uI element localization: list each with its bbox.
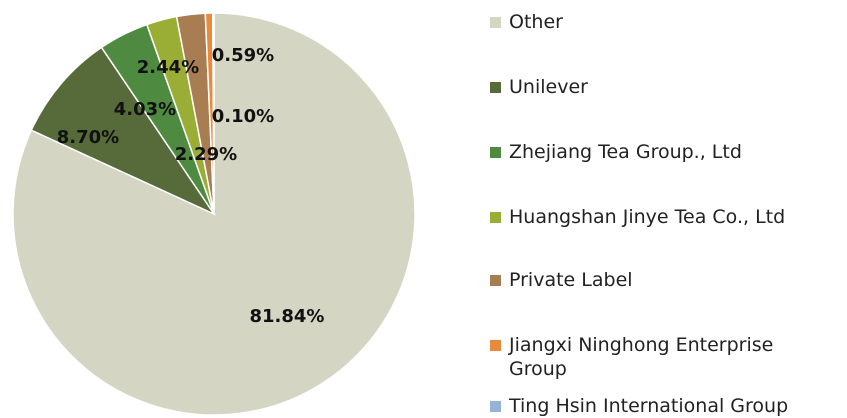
data-label: 0.10% (212, 106, 274, 127)
legend-label: Jiangxi Ninghong Enterprise Group (509, 334, 774, 380)
pie-slice (211, 12, 215, 215)
legend-label: Zhejiang Tea Group., Ltd (509, 141, 742, 163)
legend-swatch (490, 275, 501, 286)
legend-swatch (490, 212, 501, 223)
pie-slice (30, 46, 217, 216)
legend-label: Unilever (509, 76, 588, 98)
pie-area: 81.84% 8.70% 4.03% 2.44% 2.29% 0.59% 0.10% (12, 12, 416, 416)
legend-item: Other (490, 10, 563, 34)
legend-item: Zhejiang Tea Group., Ltd (490, 140, 742, 164)
legend-label: Huangshan Jinye Tea Co., Ltd (509, 206, 786, 228)
data-label: 4.03% (114, 99, 176, 120)
legend-item: Private Label (490, 268, 633, 292)
legend-swatch (490, 82, 501, 93)
data-label: 0.59% (212, 45, 274, 66)
data-label: 8.70% (57, 127, 119, 148)
legend-swatch (490, 340, 501, 351)
data-label: 2.29% (175, 144, 237, 165)
legend-label: Other (509, 11, 563, 33)
legend-item: Ting Hsin International Group (490, 394, 788, 418)
legend-item: Jiangxi Ninghong Enterprise Group (490, 333, 810, 381)
legend-swatch (490, 147, 501, 158)
data-label: 81.84% (250, 306, 325, 327)
legend-swatch (490, 17, 501, 28)
legend-item: Unilever (490, 75, 588, 99)
legend-item: Huangshan Jinye Tea Co., Ltd (490, 205, 785, 229)
legend-label: Private Label (509, 269, 633, 291)
data-label: 2.44% (137, 57, 199, 78)
legend-swatch (490, 401, 501, 412)
legend-label: Ting Hsin International Group (509, 395, 789, 417)
